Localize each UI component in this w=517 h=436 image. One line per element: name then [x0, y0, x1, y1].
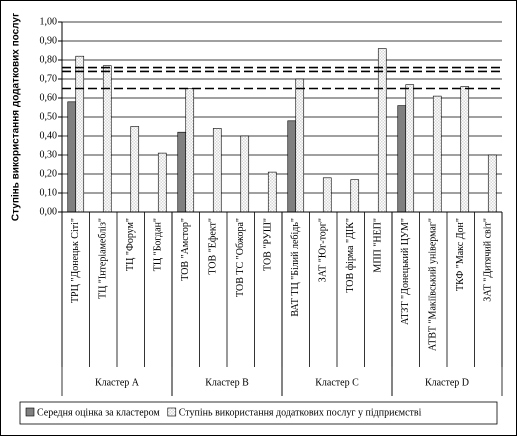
group-label: Кластер A [95, 377, 140, 388]
x-tick-label: ТОВ ТС "Обжора" [235, 218, 246, 297]
bar [397, 105, 407, 213]
bar [185, 88, 195, 213]
x-tick-label: ТОВ "РУШ" [263, 218, 274, 271]
x-tick-label: ТКФ "Макс Дон" [455, 218, 466, 291]
bar [487, 154, 497, 213]
legend-swatch [25, 407, 35, 417]
bar [460, 86, 470, 213]
bar [287, 120, 297, 213]
y-tick-label: 0,00 [40, 206, 58, 217]
bar [67, 101, 77, 213]
bar [130, 126, 140, 213]
y-tick-label: 0,30 [40, 149, 58, 160]
y-tick-label: 1,00 [40, 16, 58, 27]
y-tick-label: 0,80 [40, 54, 58, 65]
group-label: Кластер B [205, 377, 249, 388]
x-tick-label: ТЦ "Форум" [125, 218, 136, 271]
group-label: Кластер D [425, 377, 469, 388]
y-tick-label: 0,90 [40, 35, 58, 46]
x-tick-label: ЗАТ "Юг-торг" [318, 218, 329, 282]
bar [75, 55, 85, 213]
bar [377, 48, 387, 213]
bar [432, 95, 442, 213]
y-tick-label: 0,10 [40, 187, 58, 198]
x-tick-label: ТРЦ "Донецьк Сіті" [70, 218, 81, 303]
x-tick-label: ТЦ "Інтеріамебліз" [98, 218, 109, 299]
x-tick-label: ЗАТ "Дитячий світ" [483, 218, 494, 302]
y-tick-label: 0,70 [40, 73, 58, 84]
bar [212, 128, 222, 213]
y-tick-label: 0,50 [40, 111, 58, 122]
bar [102, 65, 112, 213]
y-tick-label: 0,40 [40, 130, 58, 141]
x-tick-label: ТОВ "Амстор" [180, 218, 191, 281]
x-tick-label: ТЦ "Богдан" [153, 218, 164, 271]
x-tick-label: АТЗТ "Донецький ЦУМ" [400, 218, 411, 325]
y-tick-label: 0,60 [40, 92, 58, 103]
legend-label: Ступінь використання додаткових послуг у… [179, 407, 422, 418]
group-label: Кластер C [315, 377, 359, 388]
bar [177, 131, 187, 213]
bar [240, 135, 250, 213]
bar [295, 78, 305, 213]
bar [405, 84, 415, 213]
bar [157, 152, 167, 213]
legend-box [19, 401, 498, 425]
y-tick-label: 0,20 [40, 168, 58, 179]
bar [322, 177, 332, 213]
legend-label: Середня оцінка за кластером [37, 407, 160, 418]
x-tick-label: ВАТ ТЦ "Білий лебідь" [290, 218, 301, 317]
y-axis-label: Ступінь використання додаткових послуг [11, 13, 22, 221]
bar [350, 179, 360, 213]
legend-swatch [167, 407, 177, 417]
x-tick-label: ТОВ фірма "ДІК" [345, 218, 356, 293]
x-tick-label: АТВТ "Макіївський універмаг" [428, 218, 439, 351]
x-tick-label: ТОВ "Ефект" [208, 218, 219, 275]
bar [267, 171, 277, 213]
x-tick-label: МПП "НЕП" [373, 218, 384, 273]
